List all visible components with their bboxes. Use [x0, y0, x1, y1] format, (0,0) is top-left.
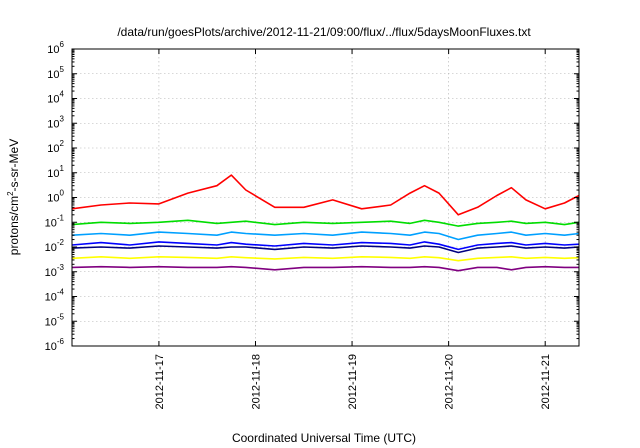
x-tick-label: 2012-11-20: [444, 354, 456, 409]
y-tick-label-base: 10: [45, 267, 57, 279]
chart-title: /data/run/goesPlots/archive/2012-11-21/0…: [117, 25, 531, 39]
y-tick-label-base: 10: [45, 341, 57, 353]
y-tick-label: 102: [47, 139, 64, 155]
series-line-7: [71, 265, 579, 272]
y-tick-label: 105: [47, 65, 64, 81]
y-tick-label-exp: 4: [60, 90, 65, 99]
y-tick-label-base: 10: [47, 44, 59, 56]
y-tick-label: 10-5: [45, 312, 65, 328]
y-tick-label-base: 10: [45, 242, 57, 254]
y-axis-label-base: protons/cm: [7, 196, 21, 255]
y-tick-label-base: 10: [47, 168, 59, 180]
y-tick-label: 104: [47, 90, 64, 106]
y-tick-label-base: 10: [45, 292, 57, 304]
series-line-6: [71, 255, 580, 262]
y-tick-label: 103: [47, 114, 64, 130]
y-tick-label-exp: 1: [60, 164, 65, 173]
y-tick-label-exp: -6: [57, 337, 65, 346]
y-tick-label-base: 10: [45, 316, 57, 328]
y-tick-label-base: 10: [47, 118, 59, 130]
x-tick-label: 2012-11-18: [250, 354, 262, 409]
y-tick-label-exp: 0: [60, 189, 65, 198]
ticks: [72, 48, 579, 347]
y-tick-label-exp: -1: [57, 213, 65, 222]
y-tick-label-exp: -2: [57, 238, 65, 247]
y-tick-label: 10-6: [45, 337, 65, 353]
y-tick-label-base: 10: [47, 94, 59, 106]
grid: [72, 49, 579, 346]
x-tick-label: 2012-11-17: [154, 354, 166, 409]
y-tick-label-exp: 5: [60, 65, 65, 74]
y-axis-label: protons/cm2-s-sr-MeV: [6, 139, 21, 255]
y-tick-label: 106: [47, 40, 64, 56]
y-tick-label-base: 10: [47, 143, 59, 155]
series-line-2: [71, 219, 580, 227]
x-tick-label: 2012-11-21: [540, 354, 552, 409]
y-tick-label-base: 10: [47, 69, 59, 81]
x-tick-labels: 2012-11-17 2012-11-18 2012-11-19 2012-11-20…: [154, 354, 552, 409]
y-tick-label-exp: 3: [60, 114, 65, 123]
y-tick-label: 100: [47, 189, 64, 205]
y-tick-label-exp: 2: [60, 139, 65, 148]
series-line-3: [71, 231, 580, 241]
series-line-4: [71, 241, 580, 251]
y-tick-label-exp: 6: [60, 40, 65, 49]
y-tick-label-base: 10: [45, 217, 57, 229]
y-tick-label: 10-4: [45, 288, 65, 304]
y-tick-label: 101: [47, 164, 64, 180]
y-tick-label-base: 10: [47, 193, 59, 205]
x-tick-label: 2012-11-19: [347, 354, 359, 409]
y-axis-label-rest: -s-sr-MeV: [7, 139, 21, 192]
y-tick-label-exp: -4: [57, 288, 65, 297]
series-group: [71, 174, 580, 272]
series-line-5: [71, 245, 580, 254]
y-tick-label-exp: -3: [57, 263, 65, 272]
series-line-1: [71, 174, 580, 216]
y-tick-label: 10-1: [45, 213, 65, 229]
y-tick-label: 10-3: [45, 263, 65, 279]
y-tick-labels: 10-610-510-410-310-210-11001011021031041…: [45, 40, 65, 353]
y-tick-label: 10-2: [45, 238, 65, 254]
y-axis-label-exp: 2: [6, 191, 15, 196]
y-tick-label-exp: -5: [57, 312, 65, 321]
x-axis-label: Coordinated Universal Time (UTC): [232, 431, 416, 445]
